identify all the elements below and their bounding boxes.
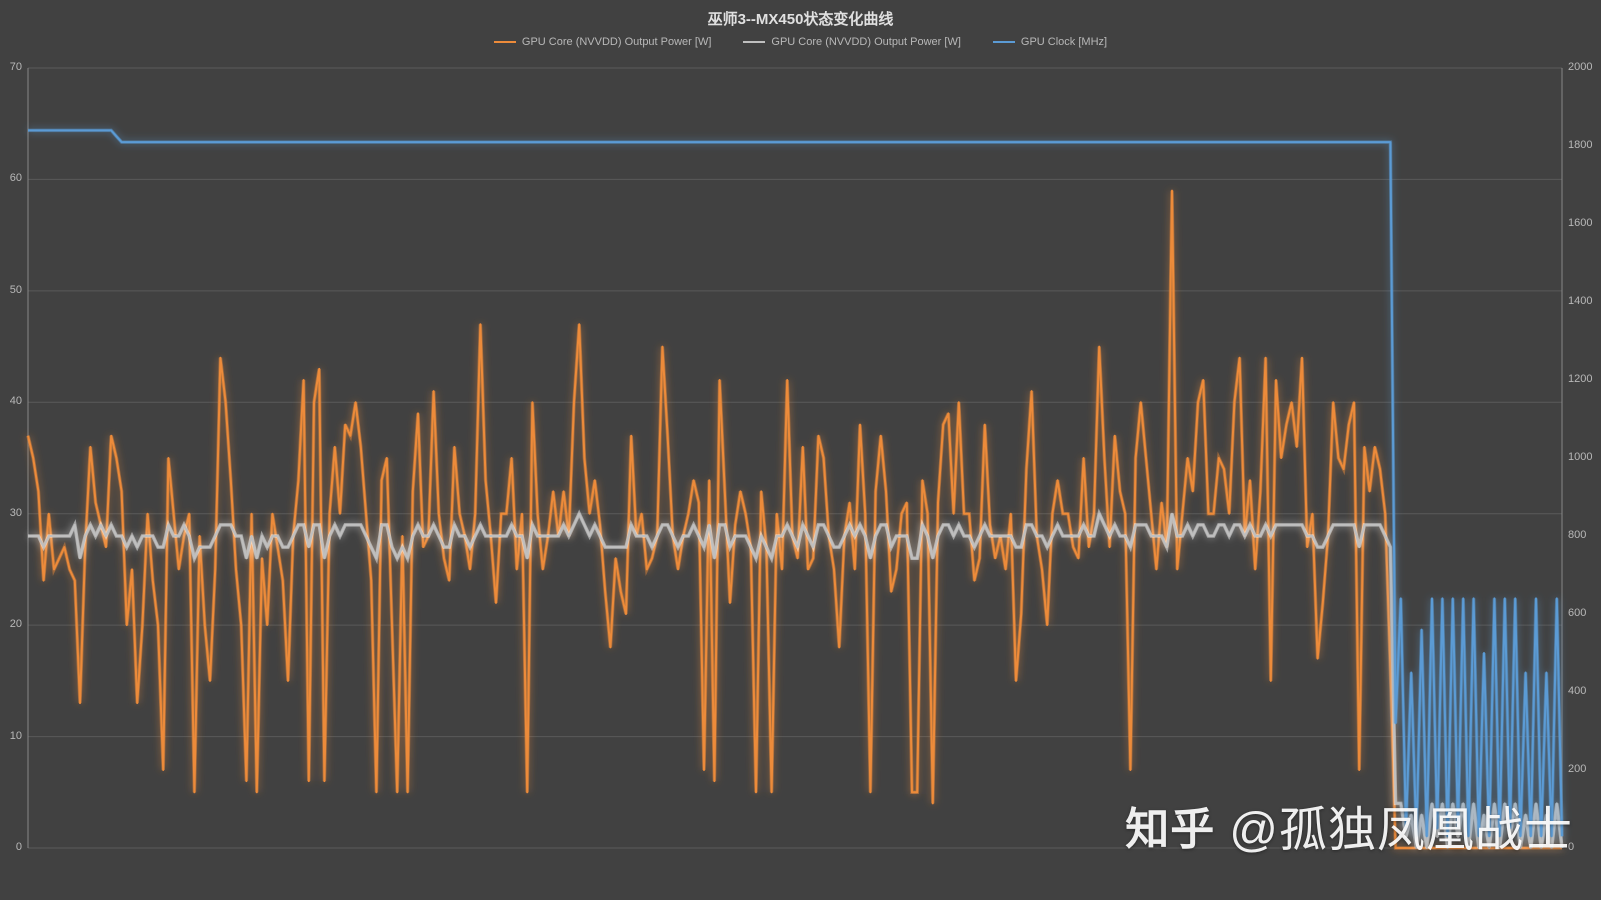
left-axis-tick-label: 30 <box>10 507 22 519</box>
left-axis-tick-label: 0 <box>16 841 22 853</box>
right-axis-tick-label: 1800 <box>1568 139 1592 151</box>
chart-plot <box>0 0 1601 900</box>
right-axis-tick-label: 800 <box>1568 529 1586 541</box>
left-axis-tick-label: 10 <box>10 730 22 742</box>
left-axis-tick-label: 40 <box>10 395 22 407</box>
left-axis-tick-label: 70 <box>10 61 22 73</box>
left-axis-tick-label: 60 <box>10 172 22 184</box>
right-axis-tick-label: 1200 <box>1568 373 1592 385</box>
right-axis-tick-label: 600 <box>1568 607 1586 619</box>
watermark: 知乎 @孤独凤凰战士 <box>1125 790 1573 860</box>
watermark-author: @孤独凤凰战士 <box>1229 790 1573 860</box>
right-axis-tick-label: 200 <box>1568 763 1586 775</box>
left-axis-tick-label: 50 <box>10 284 22 296</box>
right-axis-tick-label: 2000 <box>1568 61 1592 73</box>
left-axis-tick-label: 20 <box>10 618 22 630</box>
chart-container: 巫师3--MX450状态变化曲线 GPU Core (NVVDD) Output… <box>0 0 1601 900</box>
right-axis-tick-label: 400 <box>1568 685 1586 697</box>
right-axis-tick-label: 1400 <box>1568 295 1592 307</box>
right-axis-tick-label: 1000 <box>1568 451 1592 463</box>
right-axis-tick-label: 1600 <box>1568 217 1592 229</box>
zhihu-logo-icon: 知乎 <box>1125 793 1215 857</box>
